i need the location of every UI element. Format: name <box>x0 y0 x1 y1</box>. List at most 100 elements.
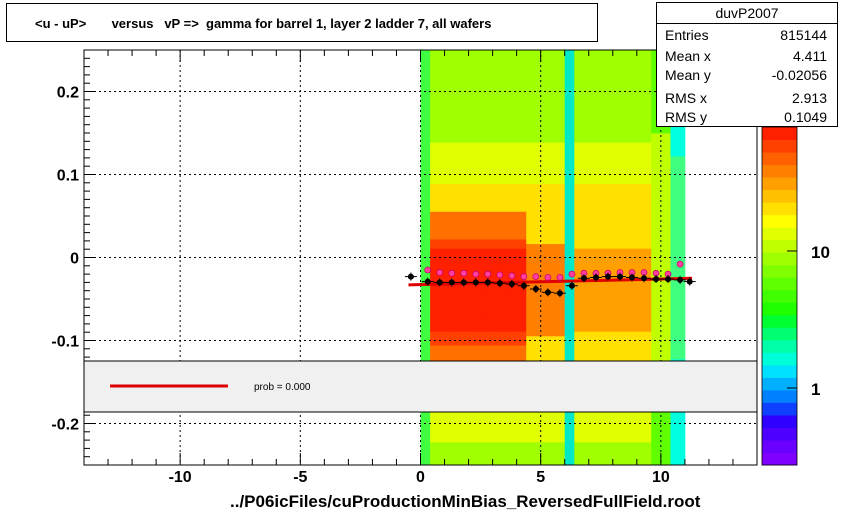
heatmap-cell <box>656 340 662 346</box>
heatmap-cell <box>468 248 474 254</box>
heatmap-cell <box>550 340 556 346</box>
heatmap-cell <box>680 188 686 194</box>
heatmap-cell <box>598 414 604 420</box>
heatmap-cell <box>535 63 542 69</box>
heatmap-cell <box>574 239 580 245</box>
heatmap-cell <box>612 188 618 194</box>
heatmap-cell <box>526 299 532 305</box>
heatmap-cell <box>641 460 647 466</box>
heatmap-cell <box>670 418 676 424</box>
heatmap-cell <box>535 418 542 424</box>
heatmap-cell <box>487 82 494 88</box>
heatmap-cell <box>458 174 465 180</box>
heatmap-cell <box>588 285 594 291</box>
heatmap-cell <box>540 322 546 328</box>
heatmap-cell <box>583 266 590 272</box>
heatmap-cell <box>607 248 614 254</box>
heatmap-cell <box>627 206 633 212</box>
heatmap-cell <box>434 451 441 457</box>
heatmap-cell <box>492 234 498 240</box>
heatmap-cell <box>507 262 513 268</box>
heatmap-cell <box>497 183 503 189</box>
heatmap-cell <box>622 289 628 295</box>
heatmap-cell <box>425 211 431 217</box>
heatmap-cell <box>454 455 460 461</box>
heatmap-cell <box>574 280 580 286</box>
heatmap-cell <box>603 68 609 74</box>
heatmap-cell <box>531 123 537 129</box>
heatmap-cell <box>588 202 594 208</box>
heatmap-cell <box>439 252 445 258</box>
heatmap-cell <box>545 220 551 226</box>
heatmap-cell <box>492 257 498 263</box>
heatmap-cell <box>550 308 556 314</box>
heatmap-cell <box>458 105 465 111</box>
heatmap-cell <box>535 188 542 194</box>
heatmap-cell <box>425 169 431 175</box>
heatmap-cell <box>439 59 445 65</box>
heatmap-cell <box>482 423 489 429</box>
heatmap-cell <box>665 299 671 305</box>
heatmap-cell <box>579 174 585 180</box>
heatmap-cell <box>550 151 556 157</box>
heatmap-cell <box>612 303 618 309</box>
heatmap-cell <box>579 229 585 235</box>
heatmap-cell <box>617 239 623 245</box>
heatmap-cell <box>507 109 513 115</box>
heatmap-cell <box>516 354 522 360</box>
heatmap-cell <box>574 248 580 254</box>
heatmap-cell <box>627 446 633 452</box>
heatmap-cell <box>458 234 465 240</box>
heatmap-cell <box>502 128 508 134</box>
heatmap-cell <box>651 349 657 355</box>
heatmap-cell <box>627 169 633 175</box>
heatmap-cell <box>516 68 522 74</box>
heatmap-cell <box>675 345 681 351</box>
heatmap-cell <box>482 354 489 360</box>
heatmap-cell <box>622 109 628 115</box>
heatmap-cell <box>425 91 431 97</box>
heatmap-cell <box>680 202 686 208</box>
heatmap-cell <box>622 317 628 323</box>
heatmap-cell <box>482 86 489 92</box>
heatmap-cell <box>458 455 465 461</box>
heatmap-cell <box>487 418 494 424</box>
heatmap-cell <box>511 354 518 360</box>
heatmap-cell <box>463 151 469 157</box>
heatmap-cell <box>632 54 638 60</box>
heatmap-cell <box>473 317 479 323</box>
heatmap-cell <box>670 137 676 143</box>
heatmap-cell <box>569 432 575 438</box>
heatmap-cell <box>598 137 604 143</box>
heatmap-cell <box>478 285 484 291</box>
heatmap-cell <box>439 289 445 295</box>
heatmap-cell <box>545 206 551 212</box>
heatmap-cell <box>478 73 484 79</box>
heatmap-cell <box>612 349 618 355</box>
heatmap-cell <box>468 133 474 139</box>
heatmap-cell <box>588 432 594 438</box>
heatmap-cell <box>559 437 566 443</box>
heatmap-cell <box>641 114 647 120</box>
heatmap-cell <box>646 432 652 438</box>
heatmap-cell <box>588 160 594 166</box>
heatmap-cell <box>430 248 436 254</box>
heatmap-cell <box>559 216 566 222</box>
heatmap-cell <box>478 262 484 268</box>
heatmap-cell <box>670 192 676 198</box>
heatmap-cell <box>665 345 671 351</box>
heatmap-cell <box>603 202 609 208</box>
heatmap-cell <box>574 252 580 258</box>
heatmap-cell <box>656 266 662 272</box>
heatmap-cell <box>660 299 667 305</box>
heatmap-cell <box>660 188 667 194</box>
heatmap-cell <box>612 114 618 120</box>
heatmap-cell <box>550 322 556 328</box>
heatmap-cell <box>492 432 498 438</box>
heatmap-cell <box>478 216 484 222</box>
heatmap-cell <box>478 91 484 97</box>
heatmap-cell <box>656 455 662 461</box>
heatmap-cell <box>680 243 686 249</box>
heatmap-cell <box>478 312 484 318</box>
heatmap-cell <box>646 303 652 309</box>
